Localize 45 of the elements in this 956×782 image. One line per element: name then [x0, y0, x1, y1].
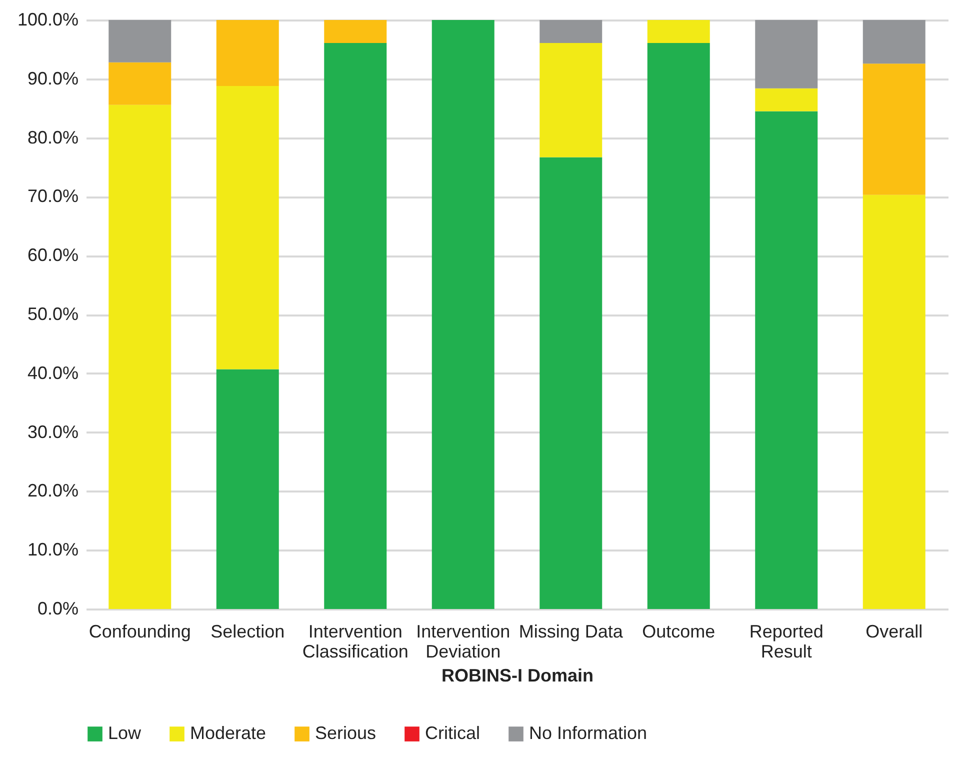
- x-tick-label: Overall: [866, 622, 923, 642]
- bar: [108, 104, 172, 609]
- bar: [540, 157, 602, 609]
- legend-label: Critical: [425, 723, 480, 743]
- x-tick-label: Outcome: [642, 622, 716, 642]
- bar: [108, 20, 172, 62]
- y-tick-label: 10.0%: [27, 540, 78, 560]
- bar: [755, 111, 818, 609]
- y-tick-label: 30.0%: [27, 422, 78, 442]
- x-tick-label: Missing Data: [518, 622, 624, 642]
- legend-label: Moderate: [190, 723, 266, 743]
- y-tick-label: 90.0%: [27, 68, 78, 88]
- y-tick-label: 0.0%: [37, 598, 78, 618]
- y-tick-label: 40.0%: [27, 362, 78, 383]
- bar: [324, 42, 387, 609]
- bar: [862, 20, 926, 64]
- bar: [862, 194, 926, 609]
- bar: [755, 20, 818, 88]
- x-axis-title: ROBINS-I Domain: [441, 666, 594, 686]
- y-tick-label: 70.0%: [27, 186, 78, 206]
- legend-label: No Information: [529, 723, 648, 743]
- bar: [216, 20, 279, 86]
- x-tick-label: Intervention Deviation: [416, 622, 510, 662]
- bar: [108, 62, 172, 105]
- y-tick-label: 20.0%: [27, 480, 78, 501]
- bar: [755, 88, 818, 112]
- x-tick-label: Confounding: [88, 622, 191, 642]
- legend-label: Low: [108, 723, 142, 743]
- y-tick-label: 80.0%: [27, 127, 78, 148]
- bar: [540, 20, 602, 43]
- x-tick-label: Reported Result: [749, 622, 824, 662]
- bar: [432, 20, 494, 609]
- bar: [540, 42, 602, 158]
- x-tick-label: Intervention Classification: [302, 622, 408, 662]
- y-tick-label: 50.0%: [27, 304, 78, 324]
- bar: [862, 64, 926, 195]
- bar: [324, 20, 387, 43]
- y-tick-label: 60.0%: [27, 245, 78, 266]
- bar: [647, 42, 710, 609]
- y-tick-label: 100.0%: [17, 10, 78, 30]
- x-tick-label: Selection: [210, 622, 285, 642]
- bar: [216, 86, 279, 370]
- legend-label: Serious: [315, 723, 376, 743]
- bar: [216, 369, 279, 609]
- bar: [647, 20, 710, 43]
